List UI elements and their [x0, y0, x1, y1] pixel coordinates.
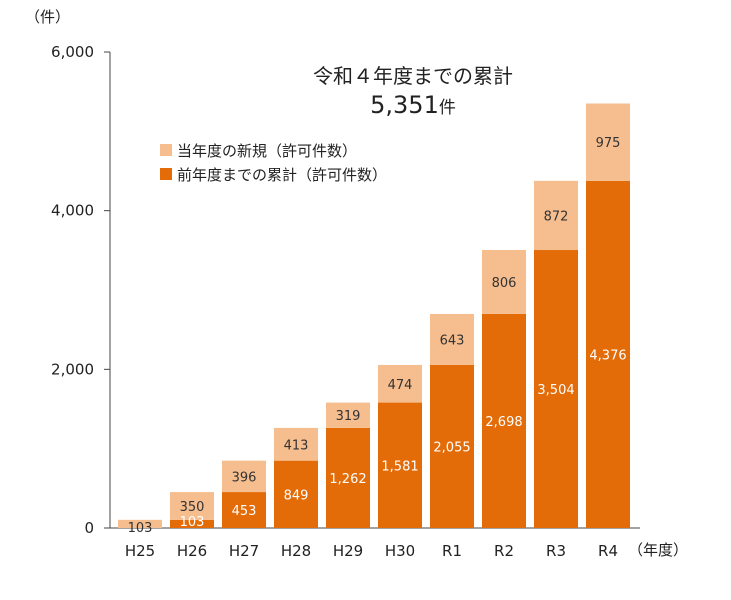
data-label-cumulative: 3,504 — [537, 383, 574, 398]
legend: 当年度の新規（許可件数） 前年度までの累計（許可件数） — [160, 142, 387, 184]
bar-new-this-year — [222, 460, 266, 493]
bar-new-this-year — [482, 250, 526, 314]
y-tick-label: 2,000 — [51, 360, 94, 378]
legend-label: 当年度の新規（許可件数） — [177, 142, 357, 160]
data-label-new: 396 — [232, 470, 257, 485]
annotation-suffix: 件 — [439, 98, 456, 118]
y-tick-label: 6,000 — [51, 43, 94, 61]
bar-new-this-year — [170, 492, 214, 520]
data-label-cumulative: 1,262 — [329, 472, 366, 487]
legend-swatch — [160, 168, 172, 180]
y-tick-label: 0 — [84, 519, 94, 537]
bar-cumulative-previous — [170, 519, 214, 528]
bar-cumulative-previous — [586, 180, 630, 528]
bar-cumulative-previous — [274, 460, 318, 528]
x-tick-label: R2 — [494, 542, 514, 560]
data-label-cumulative: 4,376 — [589, 348, 626, 363]
bar-new-this-year — [326, 402, 370, 428]
data-label-new: 350 — [180, 500, 205, 515]
data-label-cumulative: 849 — [284, 488, 309, 503]
annotation-number: 5,351 — [370, 91, 439, 119]
bar-cumulative-previous — [430, 364, 474, 528]
data-label-new: 643 — [440, 333, 465, 348]
data-label-new: 474 — [388, 378, 413, 393]
data-label-cumulative: 2,055 — [433, 440, 470, 455]
legend-label: 前年度までの累計（許可件数） — [177, 166, 387, 184]
x-tick-label: H30 — [385, 542, 415, 560]
x-tick-label: R3 — [546, 542, 566, 560]
data-label-new: 319 — [336, 409, 361, 424]
x-tick-label: H29 — [333, 542, 363, 560]
x-axis-unit: （年度） — [628, 541, 688, 559]
x-tick-label: R1 — [442, 542, 462, 560]
bar-cumulative-previous — [222, 492, 266, 528]
bar-cumulative-previous — [534, 250, 578, 529]
bar-cumulative-previous — [482, 313, 526, 528]
data-label-new: 975 — [596, 136, 621, 151]
x-tick-label: H25 — [125, 542, 155, 560]
x-tick-label: H27 — [229, 542, 259, 560]
y-tick-labels: 0 2,000 4,000 6,000 — [51, 43, 94, 537]
x-tick-label: H28 — [281, 542, 311, 560]
data-label-cumulative: 453 — [232, 504, 257, 519]
bar-cumulative-previous — [378, 402, 422, 528]
data-label-new: 872 — [544, 209, 569, 224]
bar-new-this-year — [274, 427, 318, 461]
data-label-cumulative: 2,698 — [485, 415, 522, 430]
bar-new-this-year — [378, 364, 422, 403]
annotation-line1: 令和４年度までの累計 — [313, 64, 513, 88]
data-label-new: 806 — [492, 276, 517, 291]
x-tick-label: R4 — [598, 542, 618, 560]
legend-swatch — [160, 144, 172, 156]
bar-new-this-year — [118, 519, 162, 528]
bar-new-this-year — [430, 313, 474, 365]
bar-new-this-year — [534, 180, 578, 251]
y-tick-label: 4,000 — [51, 202, 94, 220]
bar-new-this-year — [586, 103, 630, 181]
x-tick-labels: H25 H26 H27 H28 H29 H30 R1 R2 R3 R4 — [125, 542, 618, 560]
y-axis-unit: （件） — [25, 8, 70, 26]
data-label-cumulative: 1,581 — [381, 459, 418, 474]
x-tick-label: H26 — [177, 542, 207, 560]
data-label-cumulative: 103 — [180, 515, 205, 530]
bar-cumulative-previous — [326, 427, 370, 528]
annotation-total: 5,351件 — [370, 91, 456, 119]
data-label-new: 413 — [284, 438, 309, 453]
total-annotation: 令和４年度までの累計 5,351件 — [313, 64, 513, 119]
bars: 1033501033964534138493191,2624741,581643… — [118, 103, 630, 536]
data-label-new: 103 — [128, 521, 153, 536]
